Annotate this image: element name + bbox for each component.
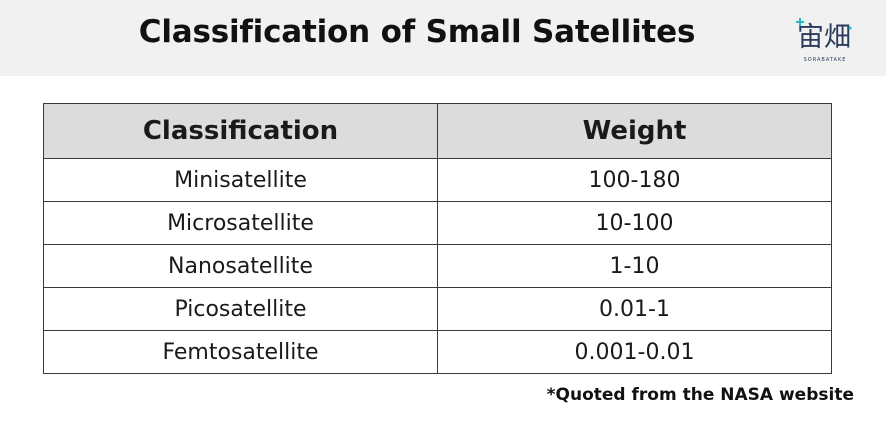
logo-glyphs: 宙畑: [797, 22, 851, 53]
classification-cell: Microsatellite: [43, 201, 438, 245]
header-band: [0, 0, 886, 76]
logo-glyphs-icon: 宙畑: [796, 18, 852, 53]
table-row: Minisatellite 100-180: [43, 158, 832, 202]
classification-cell: Minisatellite: [43, 158, 438, 202]
weight-cell: 1-10: [437, 244, 832, 288]
classification-cell: Picosatellite: [43, 287, 438, 331]
page-title: Classification of Small Satellites: [138, 14, 696, 50]
source-footnote: *Quoted from the NASA website: [546, 385, 854, 405]
weight-cell: 10-100: [437, 201, 832, 245]
weight-cell: 100-180: [437, 158, 832, 202]
column-header-weight: Weight: [437, 103, 832, 159]
logo-subtitle: SORABATAKE: [803, 57, 847, 63]
classification-cell: Nanosatellite: [43, 244, 438, 288]
table-row: Femtosatellite 0.001-0.01: [43, 330, 832, 374]
classification-cell: Femtosatellite: [43, 330, 438, 374]
table-row: Picosatellite 0.01-1: [43, 287, 832, 331]
weight-cell: 0.001-0.01: [437, 330, 832, 374]
classification-table: Classification Weight Minisatellite 100-…: [43, 103, 832, 374]
column-header-classification: Classification: [43, 103, 438, 159]
sorabatake-logo: 宙畑 SORABATAKE: [788, 14, 862, 64]
table-row: Nanosatellite 1-10: [43, 244, 832, 288]
table-row: Microsatellite 10-100: [43, 201, 832, 245]
table-header-row: Classification Weight: [43, 103, 832, 159]
weight-cell: 0.01-1: [437, 287, 832, 331]
